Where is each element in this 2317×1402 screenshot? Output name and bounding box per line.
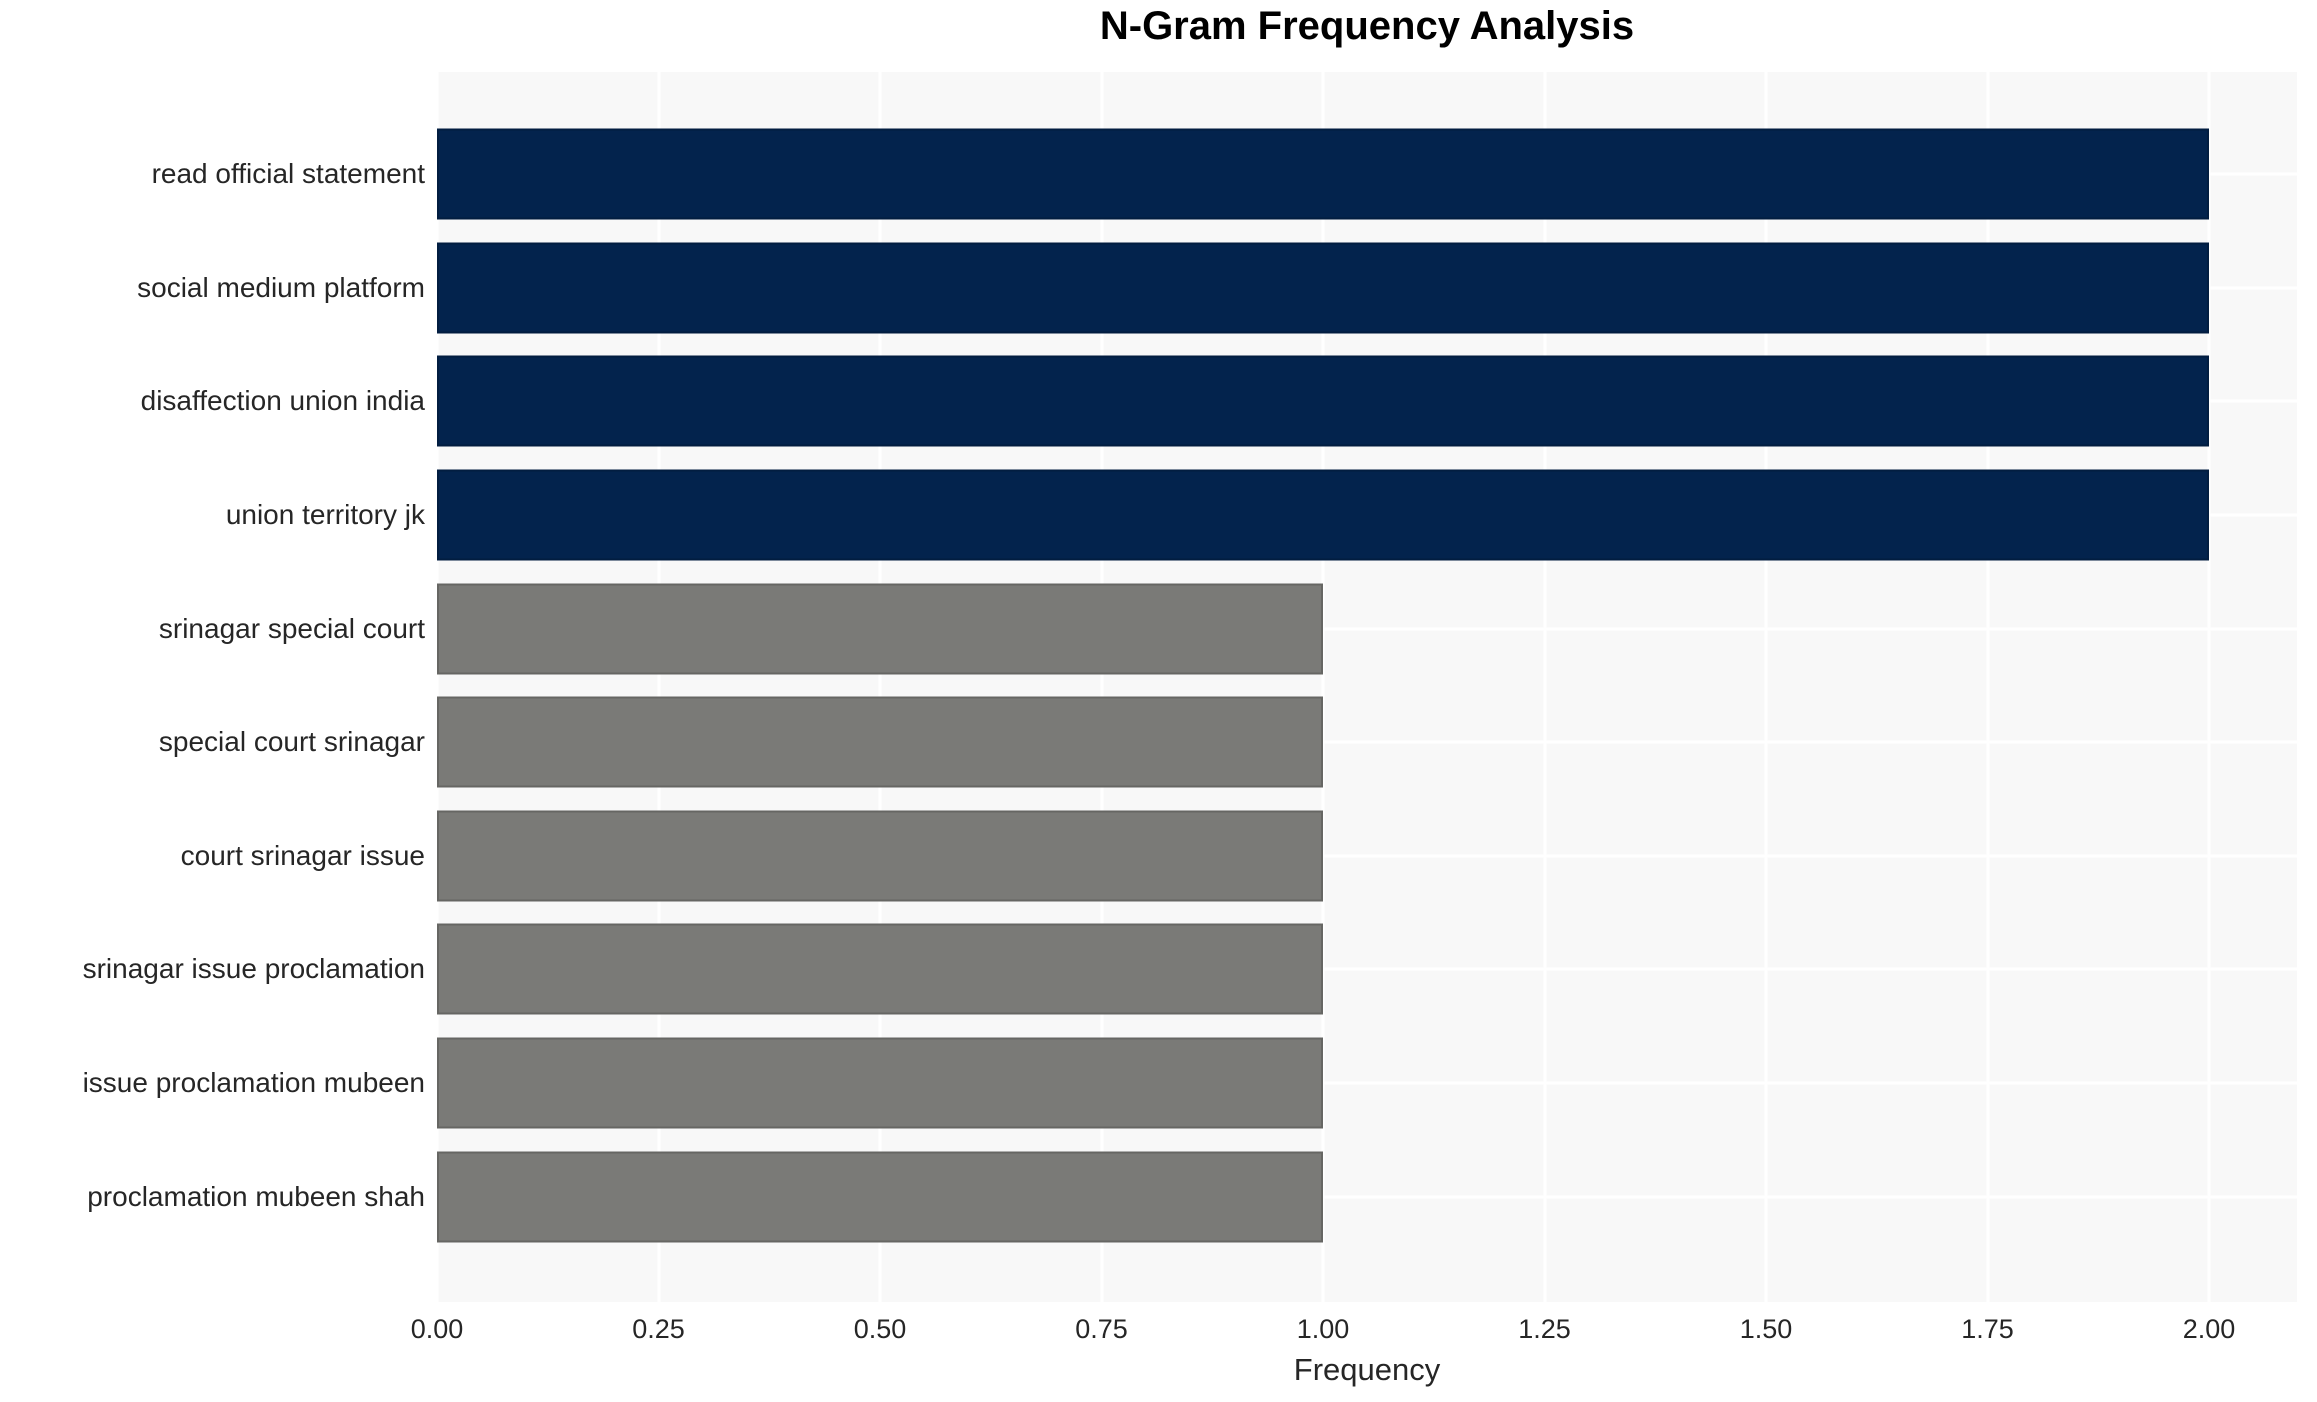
h-gridline (437, 740, 2297, 744)
frequency-bar (437, 1037, 1323, 1129)
y-axis-label: issue proclamation mubeen (82, 1066, 425, 1098)
frequency-bar (437, 128, 2209, 220)
v-gridline-1.50 (1764, 72, 1768, 1302)
x-tick-label: 1.00 (1296, 1314, 1350, 1344)
frequency-bar (437, 583, 1323, 675)
x-tick-label: 0.75 (1075, 1314, 1128, 1344)
h-gridline (437, 1081, 2297, 1085)
y-axis-label: srinagar issue proclamation (82, 953, 425, 985)
x-tick-label: 1.25 (1518, 1314, 1571, 1344)
v-gridline-1.25 (1543, 72, 1546, 1302)
x-axis-ticks: 0.00 0.25 0.50 0.75 1.00 1.25 1.50 1.75 2.00 (411, 1314, 2297, 1350)
h-gridline (437, 1195, 2297, 1199)
frequency-bar (437, 810, 1323, 902)
y-axis-label: court srinagar issue (180, 839, 425, 871)
v-gridline-0.75 (1100, 72, 1103, 1302)
x-tick-label: 1.75 (1961, 1314, 2014, 1344)
v-gridline-1.75 (1986, 72, 1989, 1302)
bar-rows (437, 72, 2297, 1302)
chart-row (437, 799, 2297, 913)
chart-row (437, 913, 2297, 1027)
chart-row (437, 231, 2297, 345)
v-gridline-0.50 (878, 72, 882, 1302)
x-tick-label: 0.50 (853, 1314, 907, 1344)
chart-row (437, 345, 2297, 459)
frequency-bar (437, 242, 2209, 334)
h-gridline (437, 854, 2297, 858)
x-axis-label: Frequency (1293, 1352, 1441, 1387)
chart-row (437, 1026, 2297, 1140)
y-axis-label: social medium platform (137, 271, 425, 303)
y-axis-label: srinagar special court (158, 612, 425, 644)
plot-area (435, 72, 2297, 1302)
y-axis-labels: read official statement social medium pla… (0, 72, 425, 1302)
y-axis-label: disaffection union india (140, 385, 425, 417)
chart-row (437, 117, 2297, 231)
h-gridline (437, 967, 2297, 971)
y-axis-label: special court srinagar (158, 726, 425, 758)
x-tick-label: 0.25 (632, 1314, 685, 1344)
h-gridline (437, 627, 2297, 631)
chart-title: N-Gram Frequency Analysis (1099, 4, 1635, 48)
v-gridline-2.00 (2207, 72, 2211, 1302)
y-axis-label: read official statement (151, 158, 425, 190)
x-tick-label: 0.00 (410, 1314, 464, 1344)
v-gridline-1.00 (1321, 72, 1325, 1302)
v-gridline-0.00 (435, 72, 439, 1302)
y-axis-label: proclamation mubeen shah (87, 1180, 425, 1212)
frequency-bar (437, 355, 2209, 447)
v-gridline-0.25 (657, 72, 660, 1302)
frequency-bar (437, 469, 2209, 561)
chart-row (437, 458, 2297, 572)
frequency-bar (437, 923, 1323, 1015)
chart-row (437, 572, 2297, 686)
frequency-bar (437, 696, 1323, 788)
chart-row (437, 1140, 2297, 1254)
frequency-bar (437, 1151, 1323, 1243)
chart-row (437, 685, 2297, 799)
x-tick-label: 1.50 (1739, 1314, 1793, 1344)
y-axis-label: union territory jk (225, 498, 425, 530)
x-tick-label: 2.00 (2182, 1314, 2236, 1344)
